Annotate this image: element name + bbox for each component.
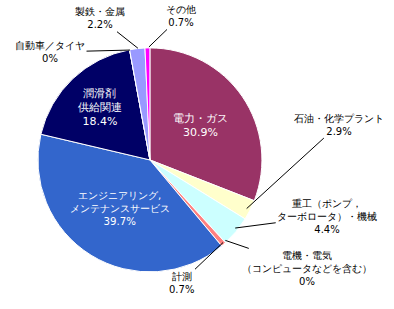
svg-text:潤滑剤供給関連18.4%: 潤滑剤供給関連18.4% [78, 87, 122, 129]
svg-text:その他0.7%: その他0.7% [166, 4, 196, 28]
svg-text:製鉄・金属2.2%: 製鉄・金属2.2% [75, 6, 125, 30]
svg-text:電機・電気（コンピュータなどを含む）0%: 電機・電気（コンピュータなどを含む）0% [242, 250, 372, 287]
svg-text:自動車／タイヤ0%: 自動車／タイヤ0% [15, 40, 85, 64]
svg-text:電力・ガス30.9%: 電力・ガス30.9% [173, 112, 228, 139]
svg-text:エンジニアリング,メンテナンスサービス39.7%: エンジニアリング,メンテナンスサービス39.7% [70, 190, 170, 228]
svg-text:重工（ポンプ，ターボロータ）・機械4.4%: 重工（ポンプ，ターボロータ）・機械4.4% [277, 198, 377, 235]
svg-text:石油・化学プラント2.9%: 石油・化学プラント2.9% [294, 113, 384, 137]
svg-text:計測0.7%: 計測0.7% [169, 271, 194, 295]
